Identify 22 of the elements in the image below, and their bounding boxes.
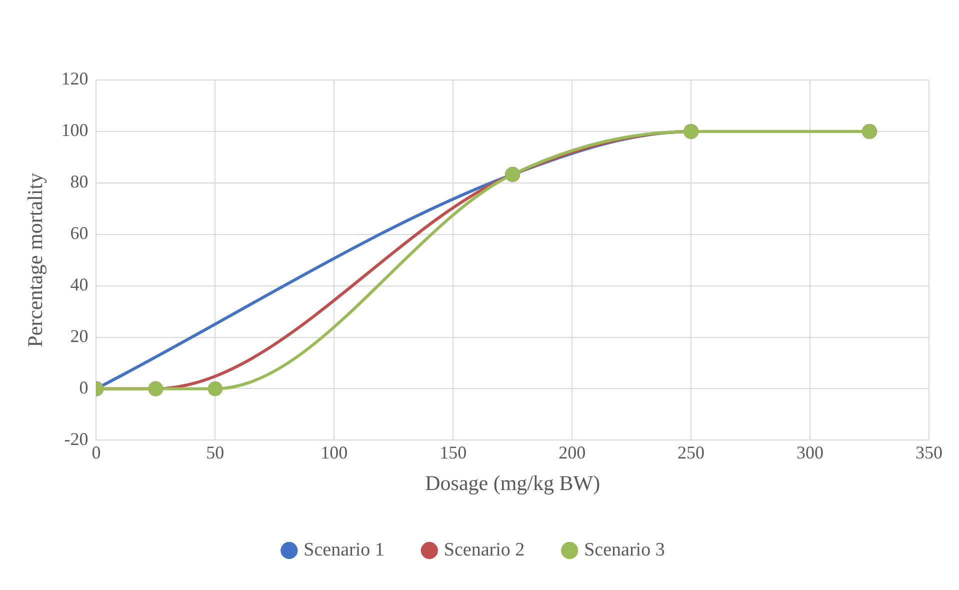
legend-label: Scenario 2: [444, 539, 525, 560]
x-tick-label: 350: [916, 442, 942, 463]
x-tick-label: 50: [206, 442, 224, 463]
y-tick-label: -20: [64, 428, 88, 449]
point: [208, 381, 223, 396]
x-axis-title: Dosage (mg/kg BW): [425, 470, 600, 495]
y-tick-label: 120: [61, 68, 88, 89]
y-tick-label: 60: [70, 223, 88, 244]
legend-label: Scenario 1: [304, 539, 384, 560]
x-tick-label: 300: [796, 442, 824, 463]
y-tick-label: 0: [79, 377, 88, 398]
x-tick-label: 100: [320, 442, 348, 463]
y-tick-label: 20: [70, 326, 88, 346]
x-tick-label: 250: [678, 442, 705, 463]
x-tick-label: 200: [558, 442, 586, 463]
x-tick-label: 0: [92, 442, 101, 463]
y-tick-label: 100: [61, 120, 88, 140]
y-tick-label: 80: [70, 172, 88, 192]
legend-label: Scenario 3: [584, 539, 665, 560]
x-tick-label: 150: [440, 442, 467, 463]
y-axis-title: Percentage mortality: [23, 172, 48, 348]
y-tick-label: 40: [70, 274, 88, 295]
